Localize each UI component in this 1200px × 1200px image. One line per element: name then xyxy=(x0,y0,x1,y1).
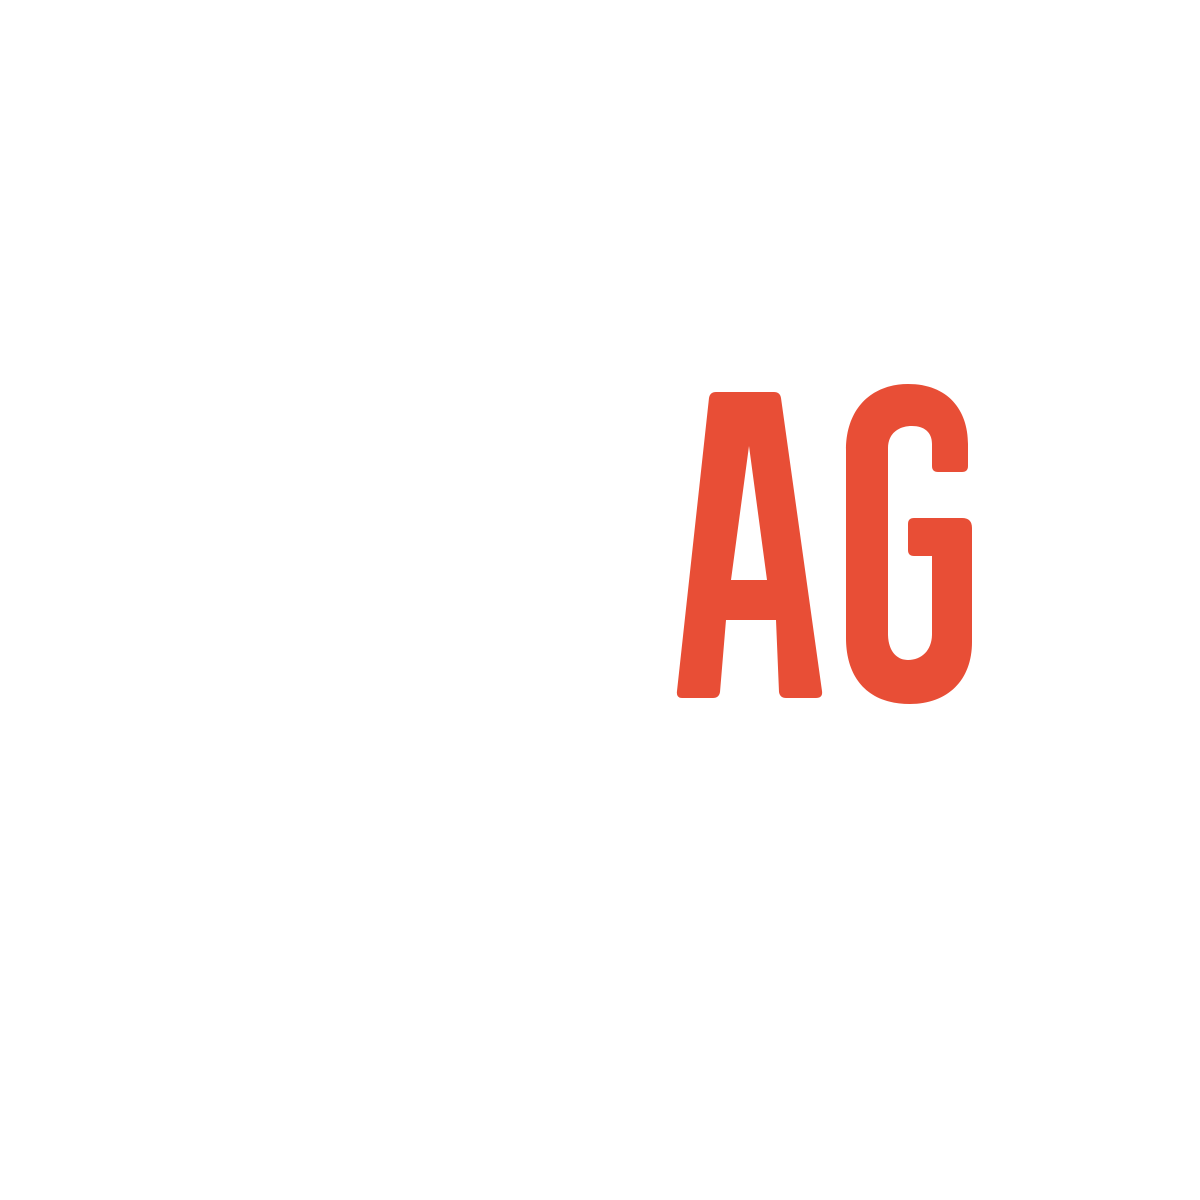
ag-logo-graphic xyxy=(676,384,972,704)
logo-letter-g xyxy=(846,384,972,704)
logo-letter-a xyxy=(676,392,823,698)
ag-logo xyxy=(676,384,976,704)
